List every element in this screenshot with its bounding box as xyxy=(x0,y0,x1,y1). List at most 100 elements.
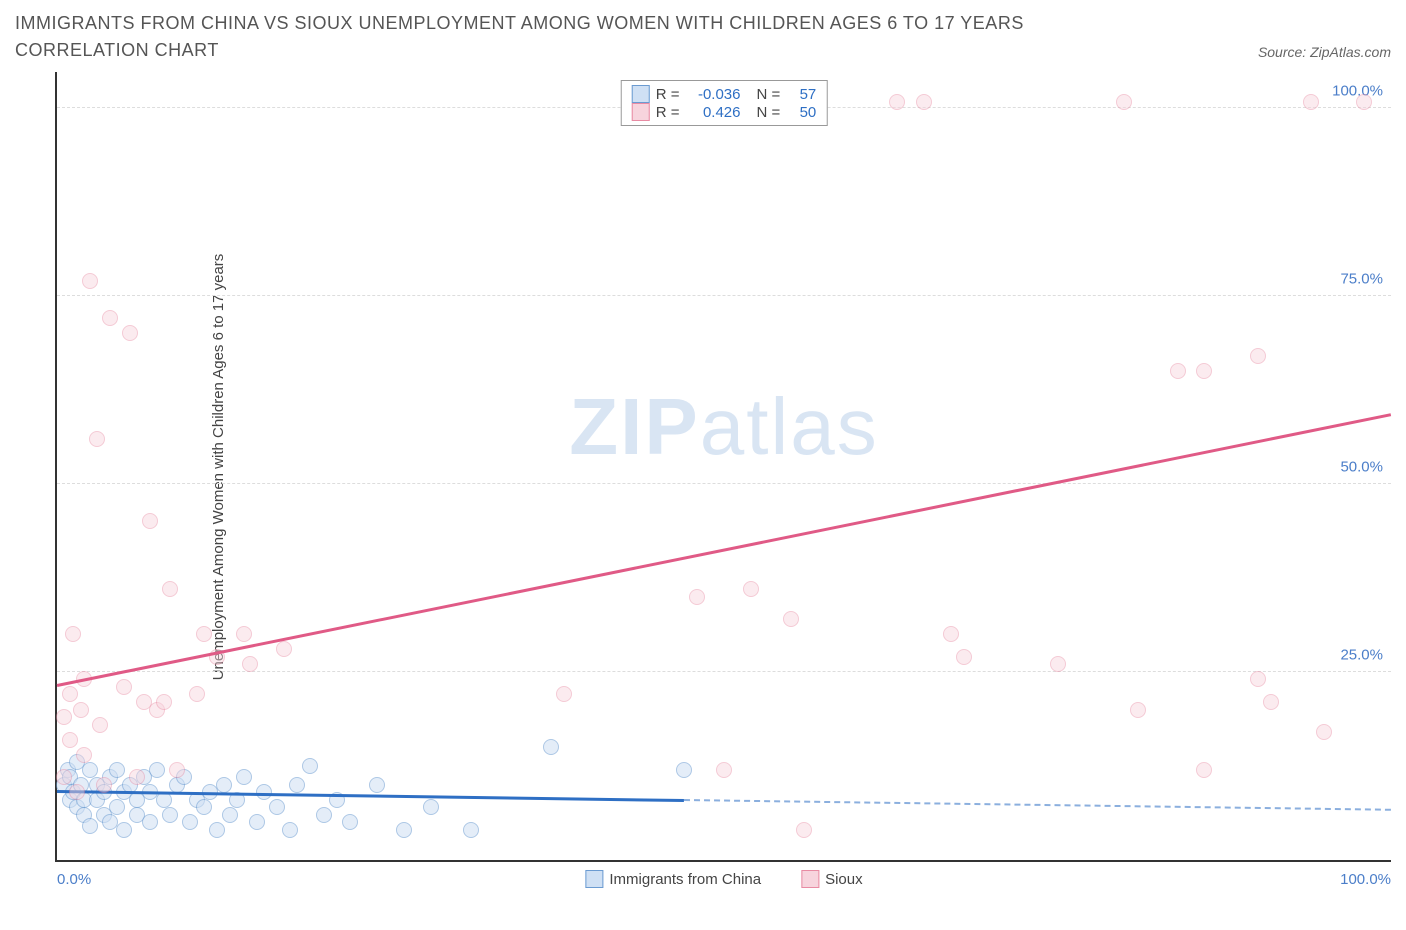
data-point xyxy=(149,762,165,778)
gridline xyxy=(57,671,1391,672)
data-point xyxy=(1303,94,1319,110)
data-point xyxy=(216,777,232,793)
chart-title: IMMIGRANTS FROM CHINA VS SIOUX UNEMPLOYM… xyxy=(15,10,1135,64)
x-tick-label: 100.0% xyxy=(1340,871,1391,888)
data-point xyxy=(423,799,439,815)
data-point xyxy=(82,762,98,778)
source-attribution: Source: ZipAtlas.com xyxy=(1258,44,1391,64)
data-point xyxy=(916,94,932,110)
data-point xyxy=(76,747,92,763)
trend-line xyxy=(57,414,1391,687)
data-point xyxy=(189,686,205,702)
legend-swatch xyxy=(632,103,650,121)
data-point xyxy=(269,799,285,815)
data-point xyxy=(1356,94,1372,110)
legend-n-label: N = xyxy=(757,86,781,103)
data-point xyxy=(1050,656,1066,672)
data-point xyxy=(69,784,85,800)
data-point xyxy=(209,822,225,838)
data-point xyxy=(1196,363,1212,379)
data-point xyxy=(1170,363,1186,379)
data-point xyxy=(1250,671,1266,687)
data-point xyxy=(169,762,185,778)
data-point xyxy=(142,513,158,529)
data-point xyxy=(182,814,198,830)
watermark: ZIPatlas xyxy=(569,381,878,473)
data-point xyxy=(56,709,72,725)
data-point xyxy=(943,626,959,642)
legend-r-label: R = xyxy=(656,104,680,121)
x-tick-label: 0.0% xyxy=(57,871,91,888)
data-point xyxy=(956,649,972,665)
data-point xyxy=(82,273,98,289)
data-point xyxy=(109,799,125,815)
data-point xyxy=(196,626,212,642)
data-point xyxy=(889,94,905,110)
data-point xyxy=(743,581,759,597)
legend-r-value: 0.426 xyxy=(686,104,741,121)
data-point xyxy=(122,325,138,341)
data-point xyxy=(396,822,412,838)
gridline xyxy=(57,295,1391,296)
data-point xyxy=(289,777,305,793)
data-point xyxy=(302,758,318,774)
data-point xyxy=(65,626,81,642)
legend-row: R =0.426N =50 xyxy=(632,103,817,121)
legend-swatch xyxy=(585,870,603,888)
data-point xyxy=(1196,762,1212,778)
data-point xyxy=(689,589,705,605)
legend-swatch xyxy=(632,85,650,103)
legend-r-label: R = xyxy=(656,86,680,103)
legend-label: Immigrants from China xyxy=(609,871,761,888)
data-point xyxy=(96,777,112,793)
data-point xyxy=(116,822,132,838)
trend-line-extension xyxy=(684,799,1391,811)
data-point xyxy=(556,686,572,702)
data-point xyxy=(1316,724,1332,740)
data-point xyxy=(109,762,125,778)
scatter-plot: ZIPatlas R =-0.036N =57R =0.426N =50 Imm… xyxy=(55,72,1391,862)
gridline xyxy=(57,483,1391,484)
y-tick-label: 50.0% xyxy=(1340,458,1383,475)
chart-container: Unemployment Among Women with Children A… xyxy=(15,72,1391,862)
data-point xyxy=(1263,694,1279,710)
legend-row: R = -0.036 N = 57 xyxy=(632,85,817,103)
data-point xyxy=(156,694,172,710)
data-point xyxy=(249,814,265,830)
data-point xyxy=(92,717,108,733)
legend-r-value: -0.036 xyxy=(686,86,741,103)
data-point xyxy=(222,807,238,823)
data-point xyxy=(543,739,559,755)
legend-swatch xyxy=(801,870,819,888)
data-point xyxy=(142,814,158,830)
data-point xyxy=(676,762,692,778)
data-point xyxy=(316,807,332,823)
data-point xyxy=(162,807,178,823)
data-point xyxy=(236,769,252,785)
y-tick-label: 25.0% xyxy=(1340,646,1383,663)
y-tick-label: 75.0% xyxy=(1340,270,1383,287)
data-point xyxy=(342,814,358,830)
correlation-legend: R =-0.036N =57R =0.426N =50 xyxy=(621,80,828,126)
data-point xyxy=(156,792,172,808)
legend-label: Sioux xyxy=(825,871,863,888)
data-point xyxy=(82,818,98,834)
data-point xyxy=(102,310,118,326)
data-point xyxy=(196,799,212,815)
data-point xyxy=(129,769,145,785)
data-point xyxy=(162,581,178,597)
legend-n-value: 57 xyxy=(786,86,816,103)
data-point xyxy=(1130,702,1146,718)
data-point xyxy=(463,822,479,838)
legend-item: Immigrants from China xyxy=(585,870,761,888)
data-point xyxy=(236,626,252,642)
data-point xyxy=(116,679,132,695)
data-point xyxy=(62,732,78,748)
data-point xyxy=(369,777,385,793)
legend-n-label: N = xyxy=(757,104,781,121)
series-legend: Immigrants from China Sioux xyxy=(585,870,862,888)
data-point xyxy=(89,431,105,447)
data-point xyxy=(783,611,799,627)
data-point xyxy=(716,762,732,778)
legend-item: Sioux xyxy=(801,870,863,888)
